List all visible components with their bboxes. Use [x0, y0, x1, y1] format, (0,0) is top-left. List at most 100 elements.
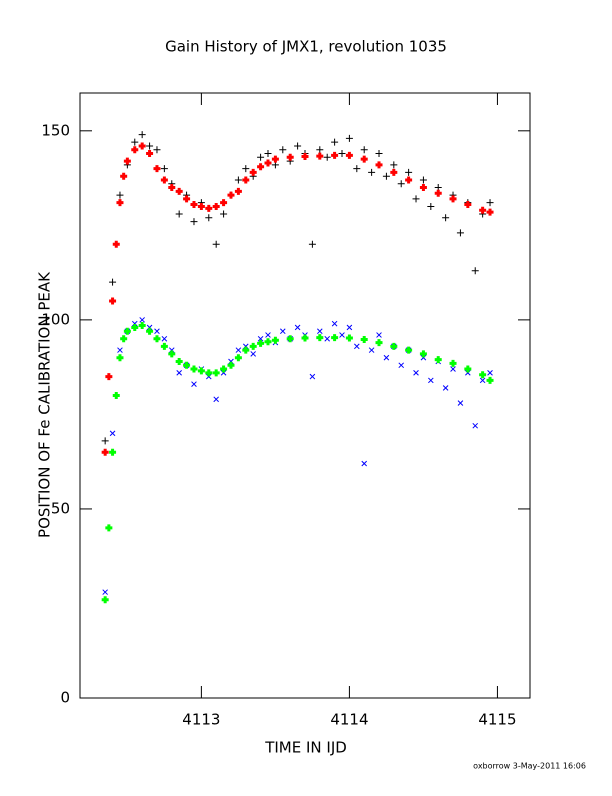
- data-point: [427, 202, 435, 210]
- data-point: [191, 381, 197, 387]
- data-point: [294, 142, 302, 150]
- data-point: [183, 195, 191, 203]
- data-point: [250, 351, 256, 357]
- data-point: [257, 163, 265, 171]
- data-point: [316, 146, 324, 154]
- data-point: [257, 339, 265, 347]
- data-point: [212, 369, 220, 377]
- data-point: [234, 187, 242, 195]
- data-point: [249, 342, 257, 350]
- data-point: [316, 328, 323, 335]
- data-point: [235, 347, 242, 353]
- data-point: [486, 208, 494, 216]
- data-point: [390, 168, 398, 176]
- data-point: [486, 199, 494, 207]
- data-point: [146, 324, 153, 331]
- data-point: [308, 240, 316, 248]
- data-point: [331, 334, 339, 342]
- data-point: [168, 347, 175, 353]
- data-point: [412, 195, 420, 203]
- data-point: [153, 146, 161, 154]
- data-point: [190, 201, 198, 209]
- data-point: [146, 150, 154, 157]
- data-point: [464, 365, 472, 373]
- data-point: [346, 324, 353, 331]
- data-point: [472, 422, 479, 429]
- data-point: [354, 343, 360, 350]
- data-point: [183, 361, 191, 369]
- data-point: [112, 240, 120, 248]
- data-point: [339, 332, 345, 338]
- data-point: [286, 335, 294, 343]
- data-point: [205, 214, 213, 222]
- data-point: [205, 369, 213, 377]
- data-point: [197, 202, 205, 210]
- data-point: [449, 195, 457, 203]
- data-point: [375, 150, 383, 157]
- data-point: [413, 370, 419, 376]
- data-point: [101, 437, 109, 445]
- data-point: [116, 199, 124, 207]
- data-point: [120, 172, 128, 180]
- data-point: [360, 336, 368, 344]
- data-point: [397, 180, 405, 188]
- data-point: [345, 151, 353, 159]
- data-point: [220, 210, 228, 218]
- data-point: [331, 138, 339, 146]
- data-point: [138, 142, 146, 150]
- data-point: [390, 161, 398, 169]
- chart-title: Gain History of JMX1, revolution 1035: [165, 38, 447, 56]
- data-point: [120, 335, 128, 343]
- data-point: [279, 146, 287, 154]
- data-point: [175, 357, 183, 365]
- data-point: [271, 336, 279, 344]
- data-point: [190, 365, 198, 373]
- data-point: [242, 165, 250, 173]
- data-point: [375, 161, 383, 169]
- data-point: [419, 350, 427, 358]
- data-point: [331, 151, 339, 159]
- plot-frame: [79, 92, 531, 699]
- data-point: [154, 328, 160, 335]
- data-point: [242, 346, 250, 354]
- data-point: [487, 370, 493, 376]
- data-point: [175, 187, 183, 195]
- data-point: [449, 359, 457, 367]
- data-point: [457, 400, 464, 406]
- data-point: [227, 361, 235, 369]
- data-point: [419, 184, 427, 192]
- data-point: [464, 201, 472, 209]
- data-point: [375, 339, 383, 347]
- data-point: [220, 370, 227, 376]
- data-point: [101, 448, 109, 456]
- data-point: [257, 153, 265, 161]
- data-point: [123, 157, 131, 165]
- data-point: [116, 354, 124, 362]
- data-point: [131, 320, 138, 327]
- data-point: [264, 150, 272, 157]
- data-point: [479, 377, 486, 384]
- y-tick-label: 100: [41, 310, 70, 328]
- data-point: [331, 320, 338, 327]
- data-point: [220, 365, 228, 373]
- data-point: [161, 335, 168, 342]
- data-point: [450, 366, 456, 372]
- data-point: [228, 358, 234, 365]
- data-point: [146, 142, 154, 150]
- data-point: [442, 385, 449, 391]
- data-point: [249, 168, 257, 176]
- data-point: [205, 373, 212, 380]
- data-point: [139, 317, 145, 323]
- data-point: [323, 153, 331, 161]
- data-point: [405, 346, 413, 354]
- y-tick-label: 0: [60, 689, 70, 707]
- data-point: [345, 134, 353, 142]
- data-point: [428, 377, 434, 384]
- data-point: [109, 430, 116, 437]
- x-tick-label: 4115: [478, 711, 516, 729]
- data-point: [153, 335, 161, 343]
- data-point: [105, 524, 113, 532]
- data-point: [257, 335, 264, 342]
- x-tick-label: 4113: [182, 711, 220, 729]
